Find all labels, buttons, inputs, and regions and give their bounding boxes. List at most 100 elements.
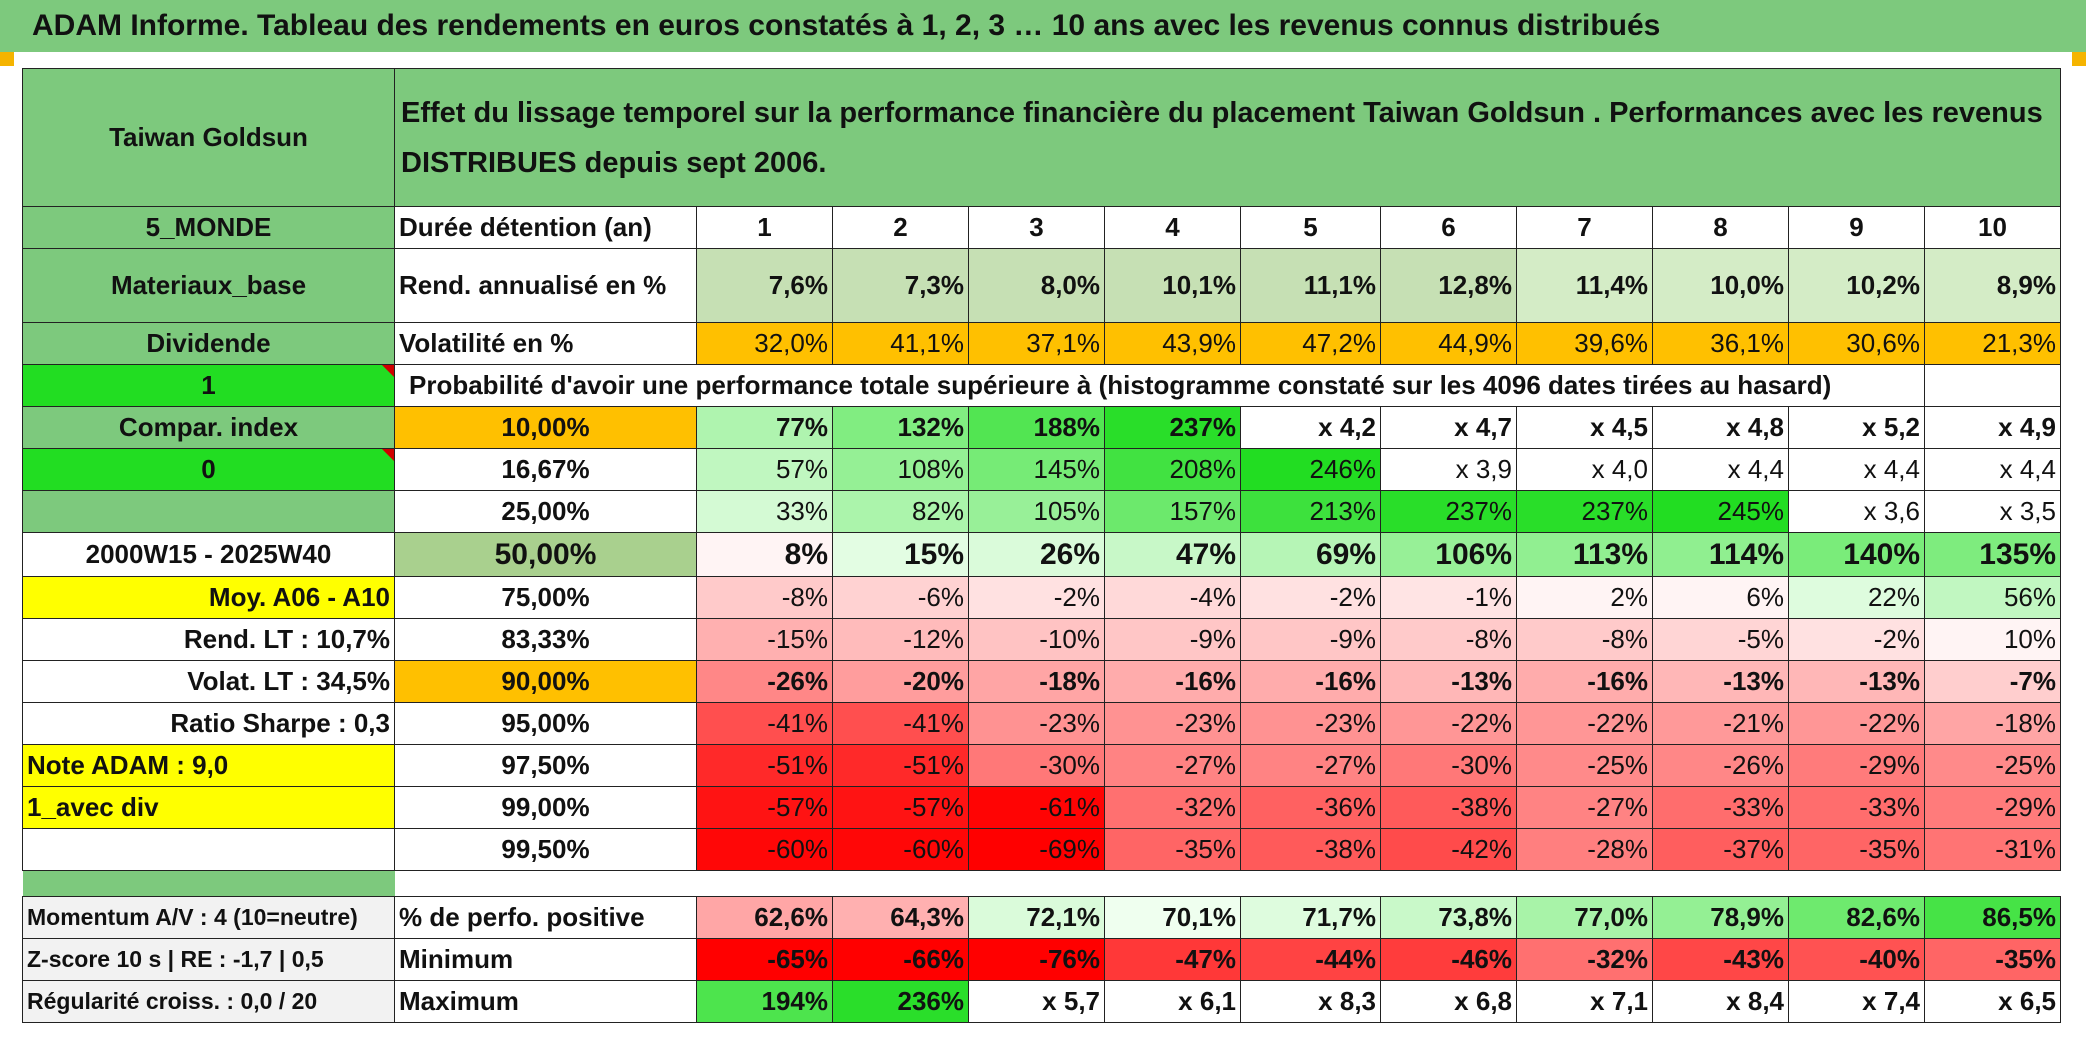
percentile-row: 2000W15 - 2025W40 50,00% 8% 15% 26% 47% 69% 106… bbox=[22, 532, 2061, 577]
stats-value: 64,3% bbox=[832, 896, 969, 939]
region-label: 5_MONDE bbox=[22, 206, 395, 249]
percentile-value: x 4,2 bbox=[1240, 406, 1381, 449]
rend-value: 12,8% bbox=[1380, 248, 1517, 323]
percentile-value: -57% bbox=[832, 786, 969, 829]
percentile-value: -35% bbox=[1788, 828, 1925, 871]
percentile-value: -16% bbox=[1516, 660, 1653, 703]
percentile-value: -8% bbox=[696, 576, 833, 619]
percentile-value: -29% bbox=[1924, 786, 2061, 829]
percentile-value: -38% bbox=[1380, 786, 1517, 829]
stats-value: -40% bbox=[1788, 938, 1925, 981]
percentile-row: 25,00% 33% 82% 105% 157% 213% 237% 237% 245% x 3,… bbox=[22, 490, 2061, 533]
rend-value: 8,9% bbox=[1924, 248, 2061, 323]
stats-row: Régularité croiss. : 0,0 / 20 Maximum 194%… bbox=[22, 980, 2061, 1023]
percentile-value: -30% bbox=[1380, 744, 1517, 787]
percentile-label: 90,00% bbox=[394, 660, 697, 703]
rend-value: 10,1% bbox=[1104, 248, 1241, 323]
percentile-value: -1% bbox=[1380, 576, 1517, 619]
vol-value: 44,9% bbox=[1380, 322, 1517, 365]
rend-value: 8,0% bbox=[968, 248, 1105, 323]
percentile-value: x 4,4 bbox=[1924, 448, 2061, 491]
percentile-value: -7% bbox=[1924, 660, 2061, 703]
stats-label: Minimum bbox=[394, 938, 697, 981]
year-header: 5 bbox=[1240, 206, 1381, 249]
percentile-value: -31% bbox=[1924, 828, 2061, 871]
stats-value: 77,0% bbox=[1516, 896, 1653, 939]
percentile-value: -9% bbox=[1104, 618, 1241, 661]
stats-value: 72,1% bbox=[968, 896, 1105, 939]
rend-value: 7,3% bbox=[832, 248, 969, 323]
percentile-value: x 4,8 bbox=[1652, 406, 1789, 449]
percentile-value: x 3,6 bbox=[1788, 490, 1925, 533]
percentile-value: 56% bbox=[1924, 576, 2061, 619]
report-title: ADAM Informe. Tableau des rendements en … bbox=[0, 0, 2086, 52]
percentile-value: -10% bbox=[968, 618, 1105, 661]
percentile-value: -15% bbox=[696, 618, 833, 661]
percentile-value: x 3,5 bbox=[1924, 490, 2061, 533]
percentile-value: -22% bbox=[1380, 702, 1517, 745]
percentile-value: 145% bbox=[968, 448, 1105, 491]
stats-value: -43% bbox=[1652, 938, 1789, 981]
percentile-value: 2% bbox=[1516, 576, 1653, 619]
percentile-value: 213% bbox=[1240, 490, 1381, 533]
percentile-row: 1_avec div 99,00% -57% -57% -61% -32% -36% -38%… bbox=[22, 786, 2061, 829]
vol-value: 37,1% bbox=[968, 322, 1105, 365]
percentile-value: x 4,4 bbox=[1652, 448, 1789, 491]
rend-lt-label: Rend. LT : 10,7% bbox=[22, 618, 395, 661]
percentile-value: 113% bbox=[1516, 532, 1653, 577]
stats-value: 194% bbox=[696, 980, 833, 1023]
percentile-value: -33% bbox=[1788, 786, 1925, 829]
stats-value: 71,7% bbox=[1240, 896, 1381, 939]
spacer-row bbox=[22, 870, 2061, 897]
percentile-label: 99,00% bbox=[394, 786, 697, 829]
percentile-value: -13% bbox=[1788, 660, 1925, 703]
percentile-row: Rend. LT : 10,7% 83,33% -15% -12% -10% -9% -9%… bbox=[22, 618, 2061, 661]
percentile-label: 95,00% bbox=[394, 702, 697, 745]
percentile-label: 16,67% bbox=[394, 448, 697, 491]
percentile-value: 10% bbox=[1924, 618, 2061, 661]
percentile-value: -23% bbox=[1240, 702, 1381, 745]
percentile-value: x 4,7 bbox=[1380, 406, 1517, 449]
percentile-value: -51% bbox=[696, 744, 833, 787]
vol-value: 36,1% bbox=[1652, 322, 1789, 365]
percentile-value: -41% bbox=[832, 702, 969, 745]
compar-label: Compar. index bbox=[22, 406, 395, 449]
percentile-value: -8% bbox=[1516, 618, 1653, 661]
stats-value: x 6,5 bbox=[1924, 980, 2061, 1023]
percentile-value: -32% bbox=[1104, 786, 1241, 829]
percentile-value: -6% bbox=[832, 576, 969, 619]
vol-value: 43,9% bbox=[1104, 322, 1241, 365]
spacer-green bbox=[22, 870, 395, 897]
percentile-value: 114% bbox=[1652, 532, 1789, 577]
percentile-value: -20% bbox=[832, 660, 969, 703]
percentile-row: Compar. index 10,00% 77% 132% 188% 237% x 4,2 x… bbox=[22, 406, 2061, 449]
percentile-value: -38% bbox=[1240, 828, 1381, 871]
stats-value: 73,8% bbox=[1380, 896, 1517, 939]
vol-label: Volatilité en % bbox=[394, 322, 697, 365]
duree-label: Durée détention (an) bbox=[394, 206, 697, 249]
description: Effet du lissage temporel sur la perform… bbox=[394, 68, 2061, 207]
empty-left-cell bbox=[22, 828, 395, 871]
stats-value: 78,9% bbox=[1652, 896, 1789, 939]
percentile-value: -60% bbox=[832, 828, 969, 871]
percentile-value: 237% bbox=[1104, 406, 1241, 449]
percentile-value: 237% bbox=[1380, 490, 1517, 533]
regularite-label: Régularité croiss. : 0,0 / 20 bbox=[22, 980, 395, 1023]
vol-value: 41,1% bbox=[832, 322, 969, 365]
vol-value: 39,6% bbox=[1516, 322, 1653, 365]
stats-value: x 6,8 bbox=[1380, 980, 1517, 1023]
percentile-value: -13% bbox=[1380, 660, 1517, 703]
percentile-value: -22% bbox=[1788, 702, 1925, 745]
stats-value: x 7,1 bbox=[1516, 980, 1653, 1023]
percentile-value: 15% bbox=[832, 532, 969, 577]
percentile-label: 25,00% bbox=[394, 490, 697, 533]
percentile-value: -41% bbox=[696, 702, 833, 745]
percentile-value: -23% bbox=[1104, 702, 1241, 745]
percentile-value: 105% bbox=[968, 490, 1105, 533]
percentile-value: -42% bbox=[1380, 828, 1517, 871]
stats-value: -46% bbox=[1380, 938, 1517, 981]
percentile-value: 33% bbox=[696, 490, 833, 533]
stats-value: x 8,3 bbox=[1240, 980, 1381, 1023]
stats-value: -66% bbox=[832, 938, 969, 981]
year-header: 1 bbox=[696, 206, 833, 249]
